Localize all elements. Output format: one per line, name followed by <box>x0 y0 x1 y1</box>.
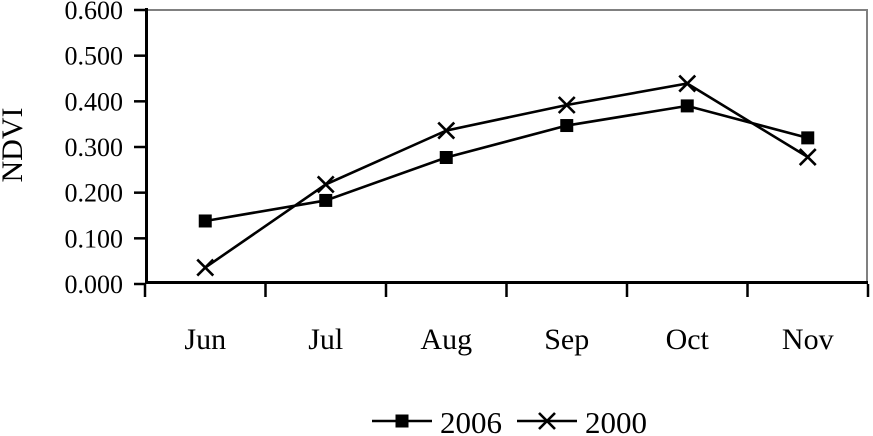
series-2006-marker-Sep <box>560 119 574 133</box>
series-2000-marker-Jun <box>196 258 215 277</box>
y-tick-label: 0.500 <box>65 42 124 71</box>
y-tick-label: 0.100 <box>65 224 124 253</box>
legend-label: 2000 <box>585 405 647 436</box>
x-tick-label: Aug <box>420 323 472 356</box>
series-2006-marker-Aug <box>439 151 453 165</box>
x-tick-label: Jul <box>308 323 343 356</box>
y-tick-label: 0.000 <box>65 270 124 299</box>
y-tick-label: 0.300 <box>65 133 124 162</box>
legend-x-marker-icon <box>538 412 556 430</box>
series-2000-line <box>204 82 809 269</box>
series-2000-marker-Jul <box>316 175 335 194</box>
series-2000-marker-Sep <box>557 96 576 114</box>
y-tick-label: 0.400 <box>65 87 124 116</box>
series-2006-line <box>205 104 809 223</box>
series-2000-marker-Oct <box>678 74 697 93</box>
x-tick-label: Sep <box>544 323 589 356</box>
x-tick-label: Jun <box>184 323 226 356</box>
x-tick-label: Oct <box>666 323 710 356</box>
series-2006-marker-Oct <box>680 99 694 113</box>
legend-item-2000: 2000 <box>517 405 647 436</box>
series-2006-marker-Jul <box>319 193 333 207</box>
series-2006-marker-Nov <box>801 131 815 145</box>
y-tick-label: 0.200 <box>65 179 124 208</box>
legend-item-2006: 2006 <box>372 405 502 436</box>
series-2000-marker-Nov <box>798 148 817 166</box>
series-2000-marker-Aug <box>437 121 456 140</box>
series-2006-marker-Jun <box>198 214 212 228</box>
x-tick-label: Nov <box>782 323 834 356</box>
legend-label: 2006 <box>440 405 502 436</box>
legend-square-marker-icon <box>395 414 409 428</box>
y-tick-label: 0.600 <box>65 0 124 25</box>
y-axis-title: NDVI <box>0 108 29 183</box>
